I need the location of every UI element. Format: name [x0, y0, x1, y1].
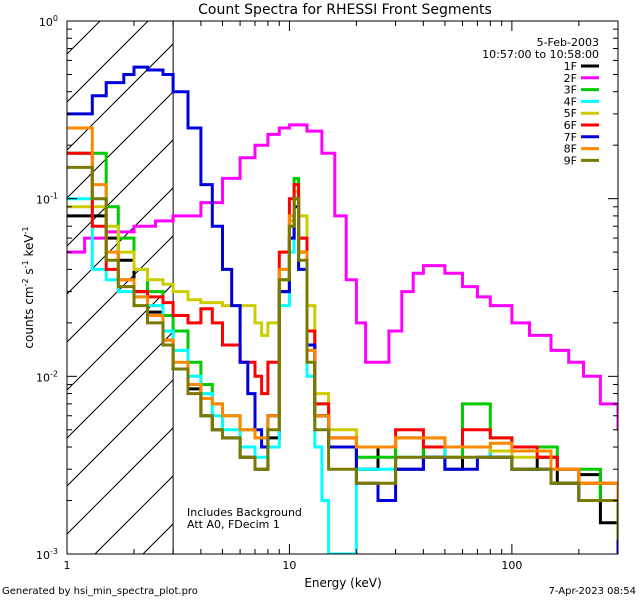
legend-label-3F: 3F	[564, 84, 577, 97]
plot-frame	[66, 20, 619, 555]
y-axis-label-mid: s	[22, 268, 36, 278]
y-axis-label-exp2: -1	[21, 260, 30, 268]
y-tick-label-base: 10	[36, 549, 50, 562]
legend-label-2F: 2F	[564, 72, 577, 85]
x-tick-label: 10	[282, 559, 296, 572]
x-tick-label: 100	[501, 559, 522, 572]
legend-label-1F: 1F	[564, 60, 577, 73]
legend-label-4F: 4F	[564, 95, 577, 108]
series-line-6F	[67, 151, 618, 523]
y-tick-label: 100	[39, 14, 58, 29]
y-tick-label-exponent: 0	[53, 14, 58, 23]
footer-timestamp: 7-Apr-2023 08:54	[549, 586, 636, 597]
y-tick-label: 10-1	[36, 192, 58, 207]
y-axis-label-exp1: -2	[21, 278, 30, 286]
y-tick-label: 10-2	[36, 369, 58, 384]
series-lines	[67, 65, 618, 554]
y-axis-label-mid2: keV	[22, 234, 36, 261]
hatch-line	[67, 43, 174, 151]
y-tick-label-exponent: -1	[50, 192, 58, 201]
y-axis-label-exp3: -1	[21, 226, 30, 234]
y-axis-label-base: counts cm	[22, 286, 36, 348]
y-tick-label-base: 10	[36, 194, 50, 207]
chart-title: Count Spectra for RHESSI Front Segments	[198, 2, 492, 18]
legend-label-9F: 9F	[564, 154, 577, 167]
y-tick-label: 10-3	[36, 547, 58, 562]
hatch-line	[67, 283, 174, 391]
hatch-line	[67, 91, 174, 199]
note-background: Includes Background	[187, 506, 302, 519]
legend-label-6F: 6F	[564, 119, 577, 132]
hatch-line	[67, 187, 174, 295]
y-axis-label: counts cm-2 s-1 keV-1	[21, 226, 36, 348]
legend-time: 10:57:00 to 10:58:00	[482, 48, 599, 61]
x-tick-label: 1	[64, 559, 71, 572]
hatch-line	[67, 427, 174, 535]
legend-date: 5-Feb-2003	[537, 36, 599, 49]
legend-label-5F: 5F	[564, 107, 577, 120]
series-line-9F	[67, 165, 618, 540]
legend-label-8F: 8F	[564, 143, 577, 156]
x-axis-label: Energy (keV)	[304, 576, 381, 590]
series-line-2F	[67, 123, 618, 430]
y-tick-label-base: 10	[39, 16, 53, 29]
note-attenuator: Att A0, FDecim 1	[187, 518, 280, 531]
y-tick-label-exponent: -2	[50, 369, 58, 378]
y-tick-label-exponent: -3	[50, 547, 58, 556]
x-axis-ticks: 1 10 100	[64, 21, 619, 572]
y-tick-label-base: 10	[36, 371, 50, 384]
hatch-line	[67, 379, 174, 487]
legend-label-7F: 7F	[564, 131, 577, 144]
footer-generated-by: Generated by hsi_min_spectra_plot.pro	[2, 586, 198, 597]
